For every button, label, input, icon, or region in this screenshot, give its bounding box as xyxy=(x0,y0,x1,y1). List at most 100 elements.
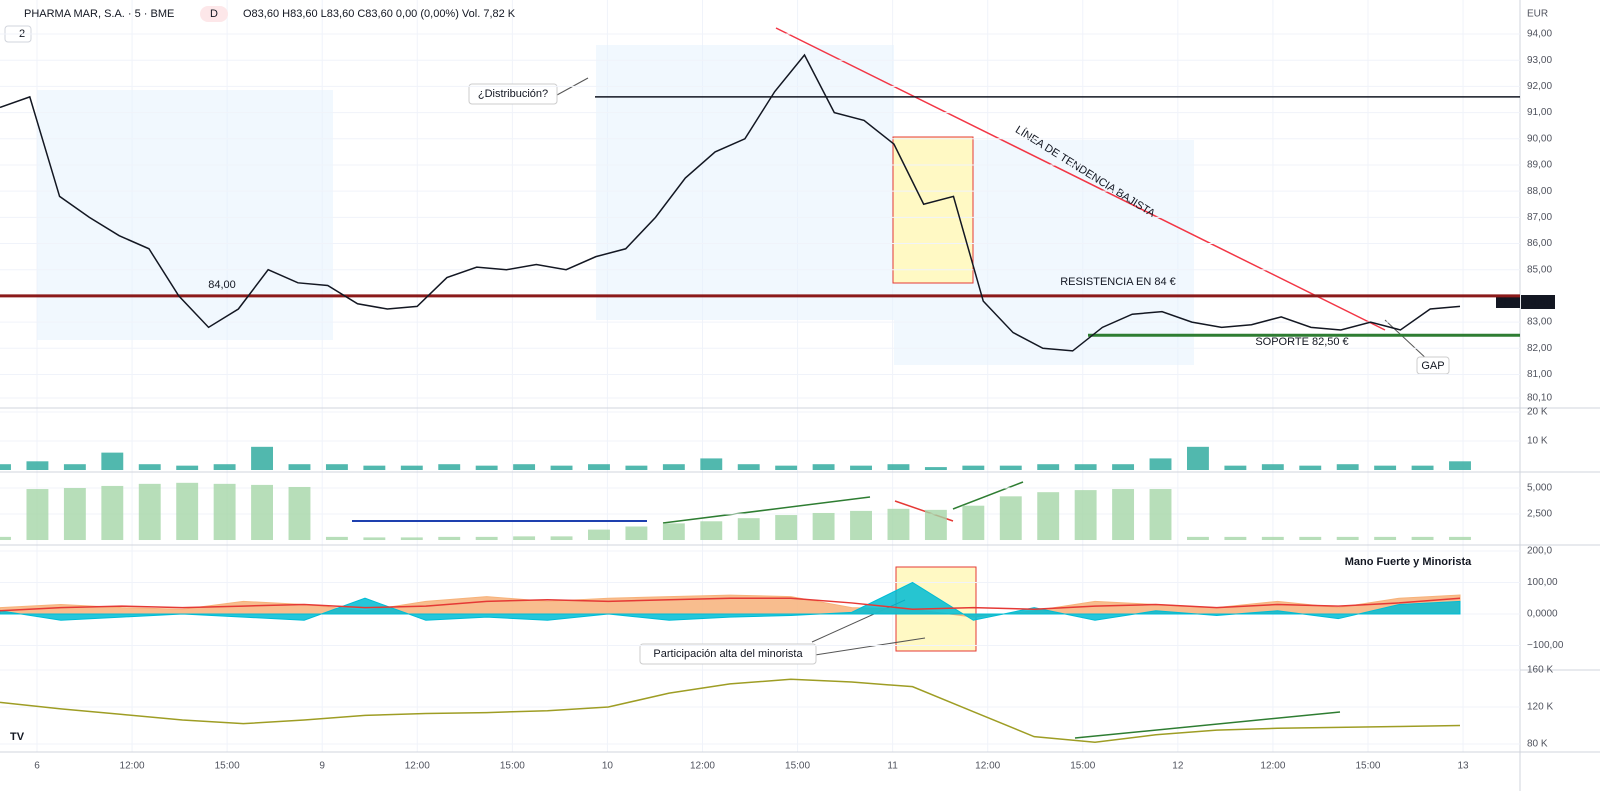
bar xyxy=(1224,536,1247,541)
bar xyxy=(101,452,124,470)
bar xyxy=(1149,489,1172,541)
bar xyxy=(213,483,236,541)
bar xyxy=(1336,536,1359,541)
bar xyxy=(288,464,311,470)
area xyxy=(0,581,1461,621)
drawn-line xyxy=(952,481,1024,510)
bar xyxy=(1374,536,1397,541)
bar xyxy=(1411,465,1434,470)
symbol: PHARMA MAR, S.A. · 5 · BME xyxy=(24,8,174,20)
x-tick-label: 15:00 xyxy=(215,761,240,772)
drawn-line xyxy=(662,496,871,524)
bar xyxy=(0,536,11,541)
highlight-box xyxy=(892,136,974,284)
y-tick-label: 81,00 xyxy=(1527,369,1552,380)
y-tick-label: 83,00 xyxy=(1527,317,1552,328)
series-line xyxy=(0,678,1461,743)
last-price: 83,60 xyxy=(1524,296,1552,308)
y-tick-label: 200,0 xyxy=(1527,546,1552,557)
x-tick-label: 12:00 xyxy=(1260,761,1285,772)
x-tick-label: 15:00 xyxy=(1355,761,1380,772)
bar xyxy=(1037,492,1060,541)
ticker-bg xyxy=(1496,296,1520,308)
bar xyxy=(513,464,536,470)
y-tick-label: 87,00 xyxy=(1527,212,1552,223)
x-tick-label: 10 xyxy=(602,761,614,772)
bar xyxy=(812,464,835,470)
bar xyxy=(588,464,610,470)
logo: TV xyxy=(10,731,25,743)
bar xyxy=(1261,536,1284,541)
y-tick-label: 85,00 xyxy=(1527,264,1552,275)
x-tick-label: 12:00 xyxy=(405,761,430,772)
x-tick-label: 13 xyxy=(1457,761,1469,772)
bar xyxy=(700,458,723,470)
callout-line xyxy=(814,637,926,656)
y-tick-label: 160 K xyxy=(1527,665,1553,676)
bar xyxy=(251,446,274,470)
bar xyxy=(1261,464,1284,470)
distribution-label: ¿Distribución? xyxy=(478,88,548,100)
bar xyxy=(625,526,648,541)
bar xyxy=(400,537,423,541)
y-tick-label: 80 K xyxy=(1527,739,1548,750)
bar xyxy=(1449,461,1471,470)
gap-label: GAP xyxy=(1421,360,1444,372)
bar xyxy=(1449,536,1471,541)
bar xyxy=(999,496,1022,541)
bar xyxy=(588,529,610,541)
bar xyxy=(63,488,86,541)
x-tick-label: 15:00 xyxy=(500,761,525,772)
y-tick-label: 92,00 xyxy=(1527,81,1552,92)
y-tick-label: 0,0000 xyxy=(1527,609,1558,620)
indicator-label: Mano Fuerte y Minorista xyxy=(1345,556,1472,568)
callout-box xyxy=(639,643,817,665)
bar xyxy=(176,482,199,541)
bar xyxy=(924,467,947,470)
y-tick-label: 82,00 xyxy=(1527,343,1552,354)
y-tick-label: 10 K xyxy=(1527,436,1548,447)
bar xyxy=(850,510,872,541)
bar xyxy=(1037,464,1060,470)
bar xyxy=(1186,536,1209,541)
bar xyxy=(550,536,573,541)
ohlc: O83,60 H83,60 L83,60 C83,60 0,00 (0,00%)… xyxy=(243,8,516,20)
bar xyxy=(251,484,274,541)
y-tick-label: 93,00 xyxy=(1527,55,1552,66)
y-tick-label: 80,10 xyxy=(1527,393,1552,404)
x-tick-label: 12:00 xyxy=(975,761,1000,772)
bar xyxy=(737,464,760,470)
bar xyxy=(1149,458,1172,470)
callout-line xyxy=(1384,319,1431,363)
bar xyxy=(1224,465,1247,470)
y-tick-label: 20 K xyxy=(1527,407,1548,418)
bar xyxy=(625,465,648,470)
bar xyxy=(63,464,86,470)
bar xyxy=(1336,464,1359,470)
bar xyxy=(775,465,798,470)
y-tick-label: 90,00 xyxy=(1527,133,1552,144)
x-tick-label: 12:00 xyxy=(120,761,145,772)
series-line xyxy=(0,597,1461,612)
bar xyxy=(438,536,461,541)
x-tick-label: 12:00 xyxy=(690,761,715,772)
bar xyxy=(325,464,348,470)
y-tick-label: 120 K xyxy=(1527,702,1553,713)
callout-box xyxy=(468,83,558,105)
bar xyxy=(325,536,348,541)
y-tick-label: 2,500 xyxy=(1527,509,1552,520)
bar xyxy=(438,464,461,470)
badge-bg xyxy=(200,6,228,22)
profile-zone xyxy=(596,45,894,320)
bar xyxy=(1074,464,1097,470)
bar xyxy=(101,485,124,541)
pane: 160 K 120 K 80 K xyxy=(0,665,1553,750)
bar xyxy=(288,486,311,541)
y-tick-label: 86,00 xyxy=(1527,238,1552,249)
y-tick-label: 94,00 xyxy=(1527,29,1552,40)
currency: EUR xyxy=(1527,9,1548,20)
bar xyxy=(1411,536,1434,541)
bar xyxy=(363,537,386,541)
bar xyxy=(962,465,985,470)
